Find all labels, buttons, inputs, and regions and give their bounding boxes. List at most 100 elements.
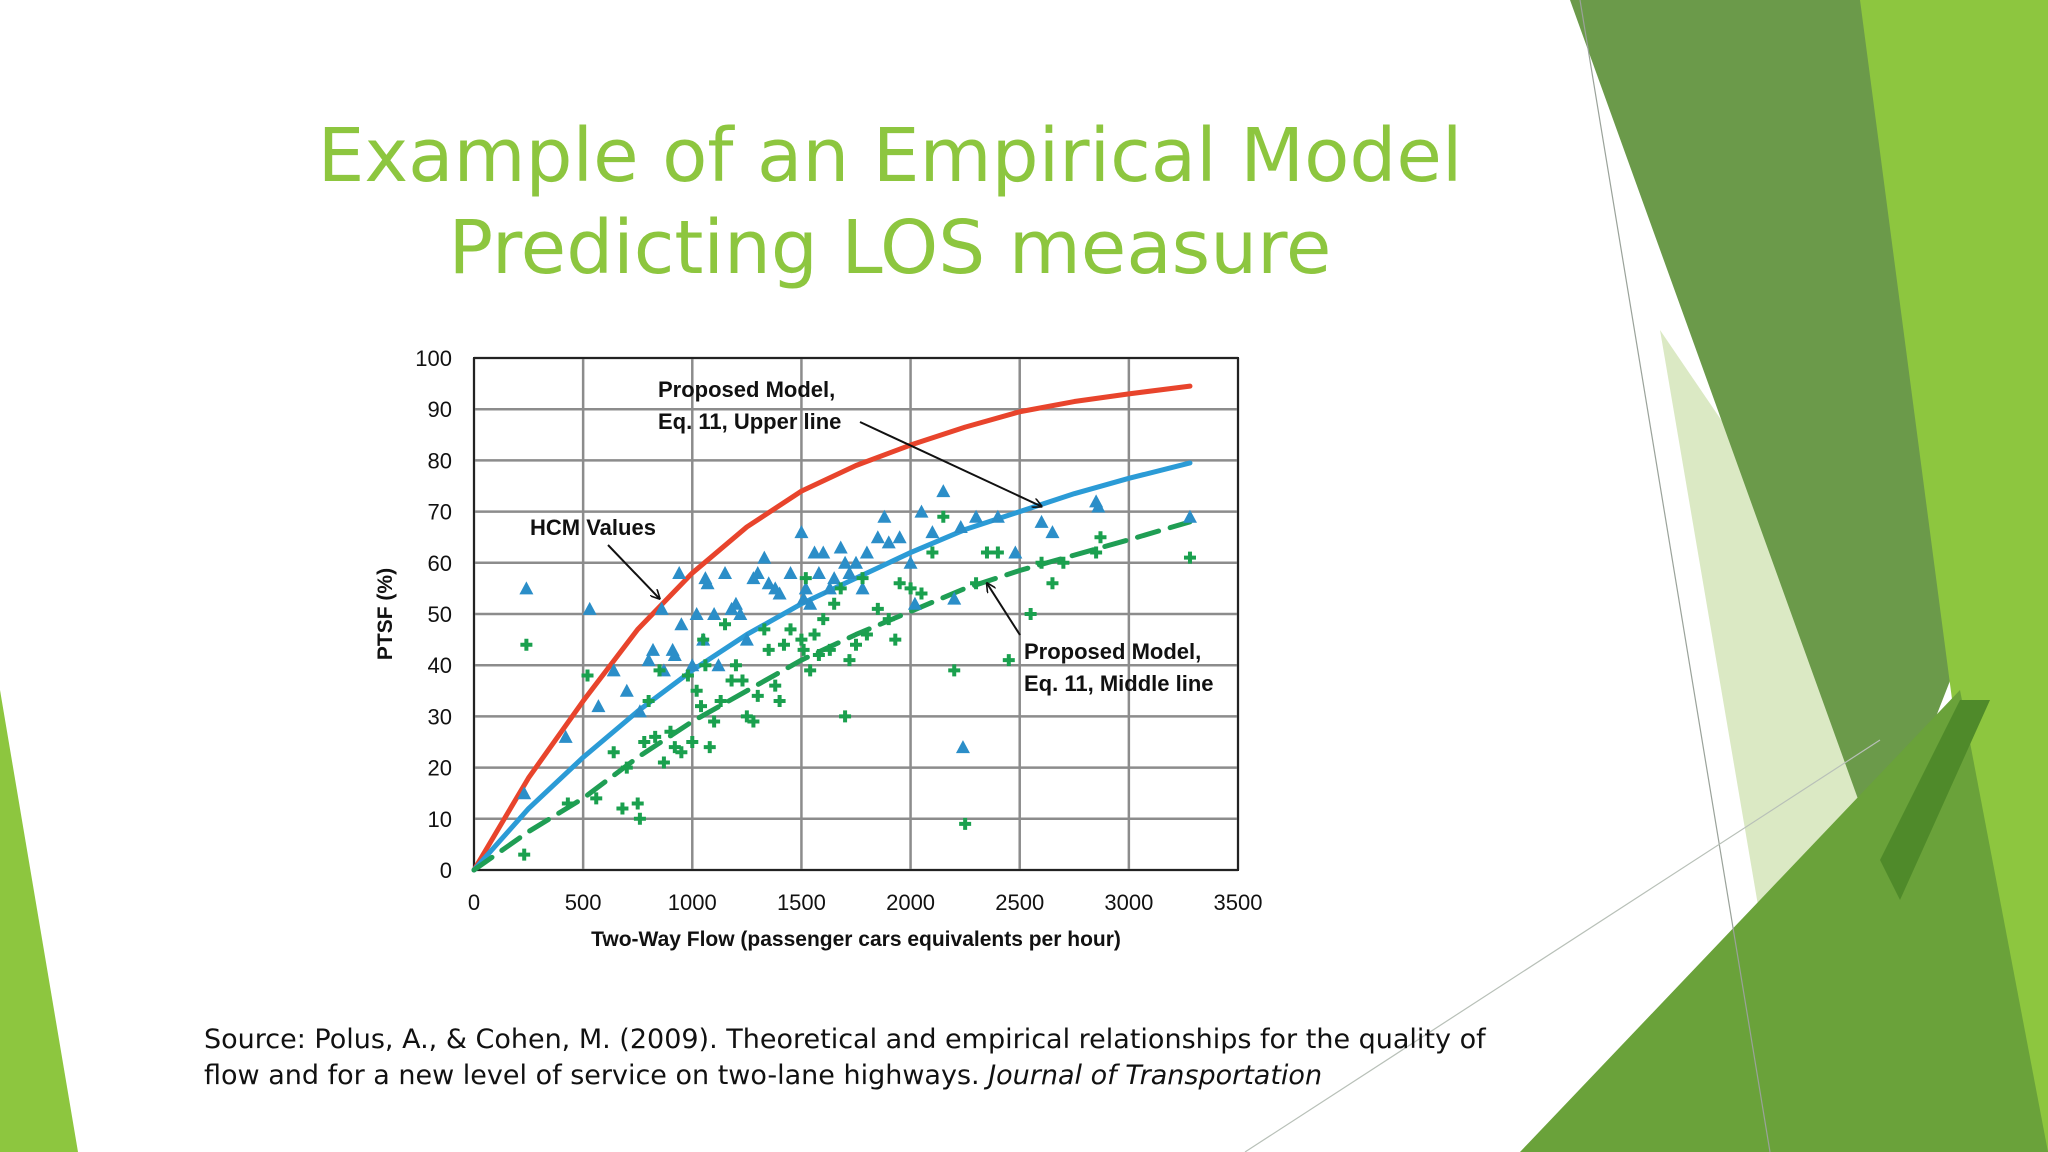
y-tick-label: 60 [428,551,452,576]
triangle-point [849,555,863,569]
cross-point [751,689,764,702]
x-tick-label: 1000 [668,890,717,915]
triangle-point [969,509,984,523]
triangle-point [750,566,765,580]
triangle-point [892,530,907,544]
cross-point [1057,556,1070,569]
cross-point [561,797,574,810]
cross-point [823,643,836,656]
triangle-point [558,729,573,743]
cross-point [839,710,852,723]
triangle-point [582,601,597,615]
triangle-point [667,647,682,661]
cross-point [889,633,902,646]
annotation-text: Proposed Model, [658,377,835,402]
cross-point [1090,546,1103,559]
x-tick-label: 2000 [886,890,935,915]
cross-point [915,587,928,600]
triangle-point [700,576,715,590]
cross-point [937,510,950,523]
cross-point [581,669,594,682]
cross-point [1035,556,1048,569]
cross-point [729,659,742,672]
cross-point [675,746,688,759]
annotation-text: Proposed Model, [1024,639,1201,664]
cross-point [1024,608,1037,620]
y-tick-label: 0 [440,858,452,883]
cross-point [758,623,771,636]
triangle-point [796,591,811,605]
triangle-point [707,607,722,620]
y-tick-label: 50 [428,602,452,627]
cross-point [590,792,603,805]
cross-point [970,577,983,590]
triangle-point [672,566,687,580]
plot-frame [473,357,1239,871]
cross-point [697,633,710,646]
cross-point [828,597,841,610]
triangle-point [811,566,826,580]
x-tick-label: 3000 [1104,890,1153,915]
cross-point [642,695,655,708]
y-tick-label: 90 [428,397,452,422]
cross-point [784,623,797,636]
cross-point [708,715,721,728]
triangle-point [1182,509,1197,523]
cross-point [620,761,633,774]
cross-point [856,572,869,585]
x-tick-label: 3500 [1214,890,1263,915]
source-citation: Source: Polus, A., & Cohen, M. (2009). T… [204,1022,1504,1094]
cross-point [664,725,677,738]
cross-point [797,643,810,656]
triangle-point [877,509,892,523]
cross-point [607,746,620,759]
cross-point [686,736,699,748]
decor-right-mid [1860,0,2048,1152]
annotation-arrow [987,583,1021,636]
triangle-point [914,504,929,518]
annotation-arrow [607,544,660,599]
y-tick-label: 100 [415,346,452,371]
triangle-point [955,740,970,754]
triangle-point [689,607,704,620]
decor-left-sliver [0,690,78,1152]
cross-point [1183,551,1196,564]
cross-point [893,577,906,590]
triangle-point [517,786,532,800]
triangle-point [953,519,968,533]
triangle-point [783,566,798,580]
cross-point [860,628,873,641]
triangle-point [632,704,647,718]
triangle-point [641,653,656,667]
annotation-text: HCM Values [530,515,656,540]
triangle-point [1045,525,1060,539]
y-tick-label: 10 [428,807,452,832]
cross-point [616,802,629,815]
triangle-point [654,601,669,615]
cross-point [808,628,821,641]
triangle-point [711,658,726,672]
triangle-point [803,596,818,610]
cross-point [668,741,681,754]
y-tick-label: 20 [428,756,452,781]
annotation-arrow [859,421,1042,506]
cross-point [882,613,895,626]
cross-point [703,741,716,754]
cross-point [850,638,862,651]
cross-point [1002,654,1015,667]
cross-point [804,664,817,677]
cross-point [631,797,644,810]
triangle-point [1008,545,1023,559]
cross-point [649,730,662,743]
triangle-point [842,566,857,580]
triangle-point [903,555,918,569]
triangle-point [519,581,534,595]
cross-point [681,669,694,682]
triangle-point [925,525,940,539]
cross-point [904,582,917,595]
triangle-point [739,632,754,646]
triangle-point [822,581,837,595]
triangle-point [728,596,743,610]
x-tick-label: 500 [565,890,602,915]
